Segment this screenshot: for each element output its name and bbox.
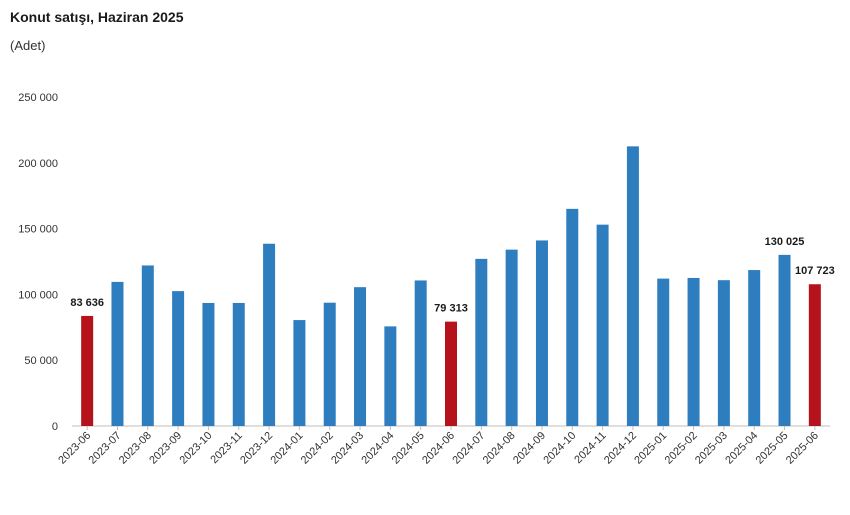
y-tick-label: 0 (52, 421, 58, 433)
bar-2023-07 (111, 281, 124, 426)
x-tick-label: 2024-01 (268, 430, 305, 467)
x-tick-label: 2024-03 (329, 430, 366, 467)
bar-2025-01 (657, 278, 670, 426)
bar-2025-02 (687, 277, 700, 426)
bar-2024-10 (566, 208, 579, 426)
bar-2024-09 (535, 240, 548, 426)
bar-2024-04 (384, 326, 397, 426)
y-tick-label: 50 000 (24, 355, 58, 367)
data-label: 130 025 (765, 236, 805, 248)
data-label: 107 723 (795, 265, 835, 277)
bar-2023-10 (202, 302, 215, 426)
x-tick-label: 2024-08 (481, 430, 518, 467)
bar-2024-03 (354, 287, 367, 426)
bar-2023-09 (172, 291, 185, 426)
bar-2023-08 (141, 265, 154, 426)
x-tick-label: 2023-08 (117, 430, 154, 467)
x-tick-label: 2025-02 (663, 430, 700, 467)
y-tick-label: 200 000 (18, 158, 58, 170)
bar-2023-06 (81, 315, 94, 426)
x-tick-label: 2025-06 (784, 430, 821, 467)
chart-unit-label: (Adet) (10, 38, 46, 53)
x-tick-label: 2023-10 (178, 430, 215, 467)
bar-2025-06 (808, 284, 821, 426)
x-tick-label: 2024-09 (511, 430, 548, 467)
chart-title: Konut satışı, Haziran 2025 (10, 9, 184, 25)
bar-2024-11 (596, 224, 609, 426)
bar-2024-06 (445, 321, 457, 426)
x-tick-label: 2025-05 (754, 430, 791, 467)
x-tick-label: 2023-06 (56, 430, 93, 467)
data-label: 83 636 (70, 297, 104, 309)
bar-2023-11 (232, 302, 245, 426)
x-tick-label: 2025-04 (723, 430, 760, 467)
data-label: 79 313 (434, 303, 468, 315)
x-tick-label: 2023-12 (238, 430, 275, 467)
bar-2024-02 (323, 302, 336, 426)
bar-2025-05 (778, 254, 791, 426)
bar-2024-07 (475, 258, 488, 426)
x-tick-label: 2025-01 (632, 430, 669, 467)
x-tick-label: 2023-07 (87, 430, 124, 467)
bar-2024-05 (414, 280, 427, 426)
bar-2024-01 (293, 320, 306, 426)
bar-2024-12 (626, 146, 639, 426)
y-tick-label: 150 000 (18, 224, 58, 236)
bar-2024-08 (505, 249, 518, 426)
x-tick-label: 2024-05 (390, 430, 427, 467)
x-tick-label: 2024-12 (602, 430, 639, 467)
x-tick-label: 2024-04 (359, 430, 396, 467)
y-tick-label: 250 000 (18, 92, 58, 104)
x-tick-label: 2024-10 (541, 430, 578, 467)
bar-2025-03 (717, 280, 730, 426)
x-tick-label: 2023-09 (147, 430, 184, 467)
bar-2023-12 (263, 243, 276, 426)
y-tick-label: 100 000 (18, 289, 58, 301)
x-tick-label: 2025-03 (693, 430, 730, 467)
x-tick-label: 2024-02 (299, 430, 336, 467)
x-tick-label: 2024-07 (450, 430, 487, 467)
x-tick-label: 2024-06 (420, 430, 457, 467)
bar-2025-04 (748, 270, 761, 426)
